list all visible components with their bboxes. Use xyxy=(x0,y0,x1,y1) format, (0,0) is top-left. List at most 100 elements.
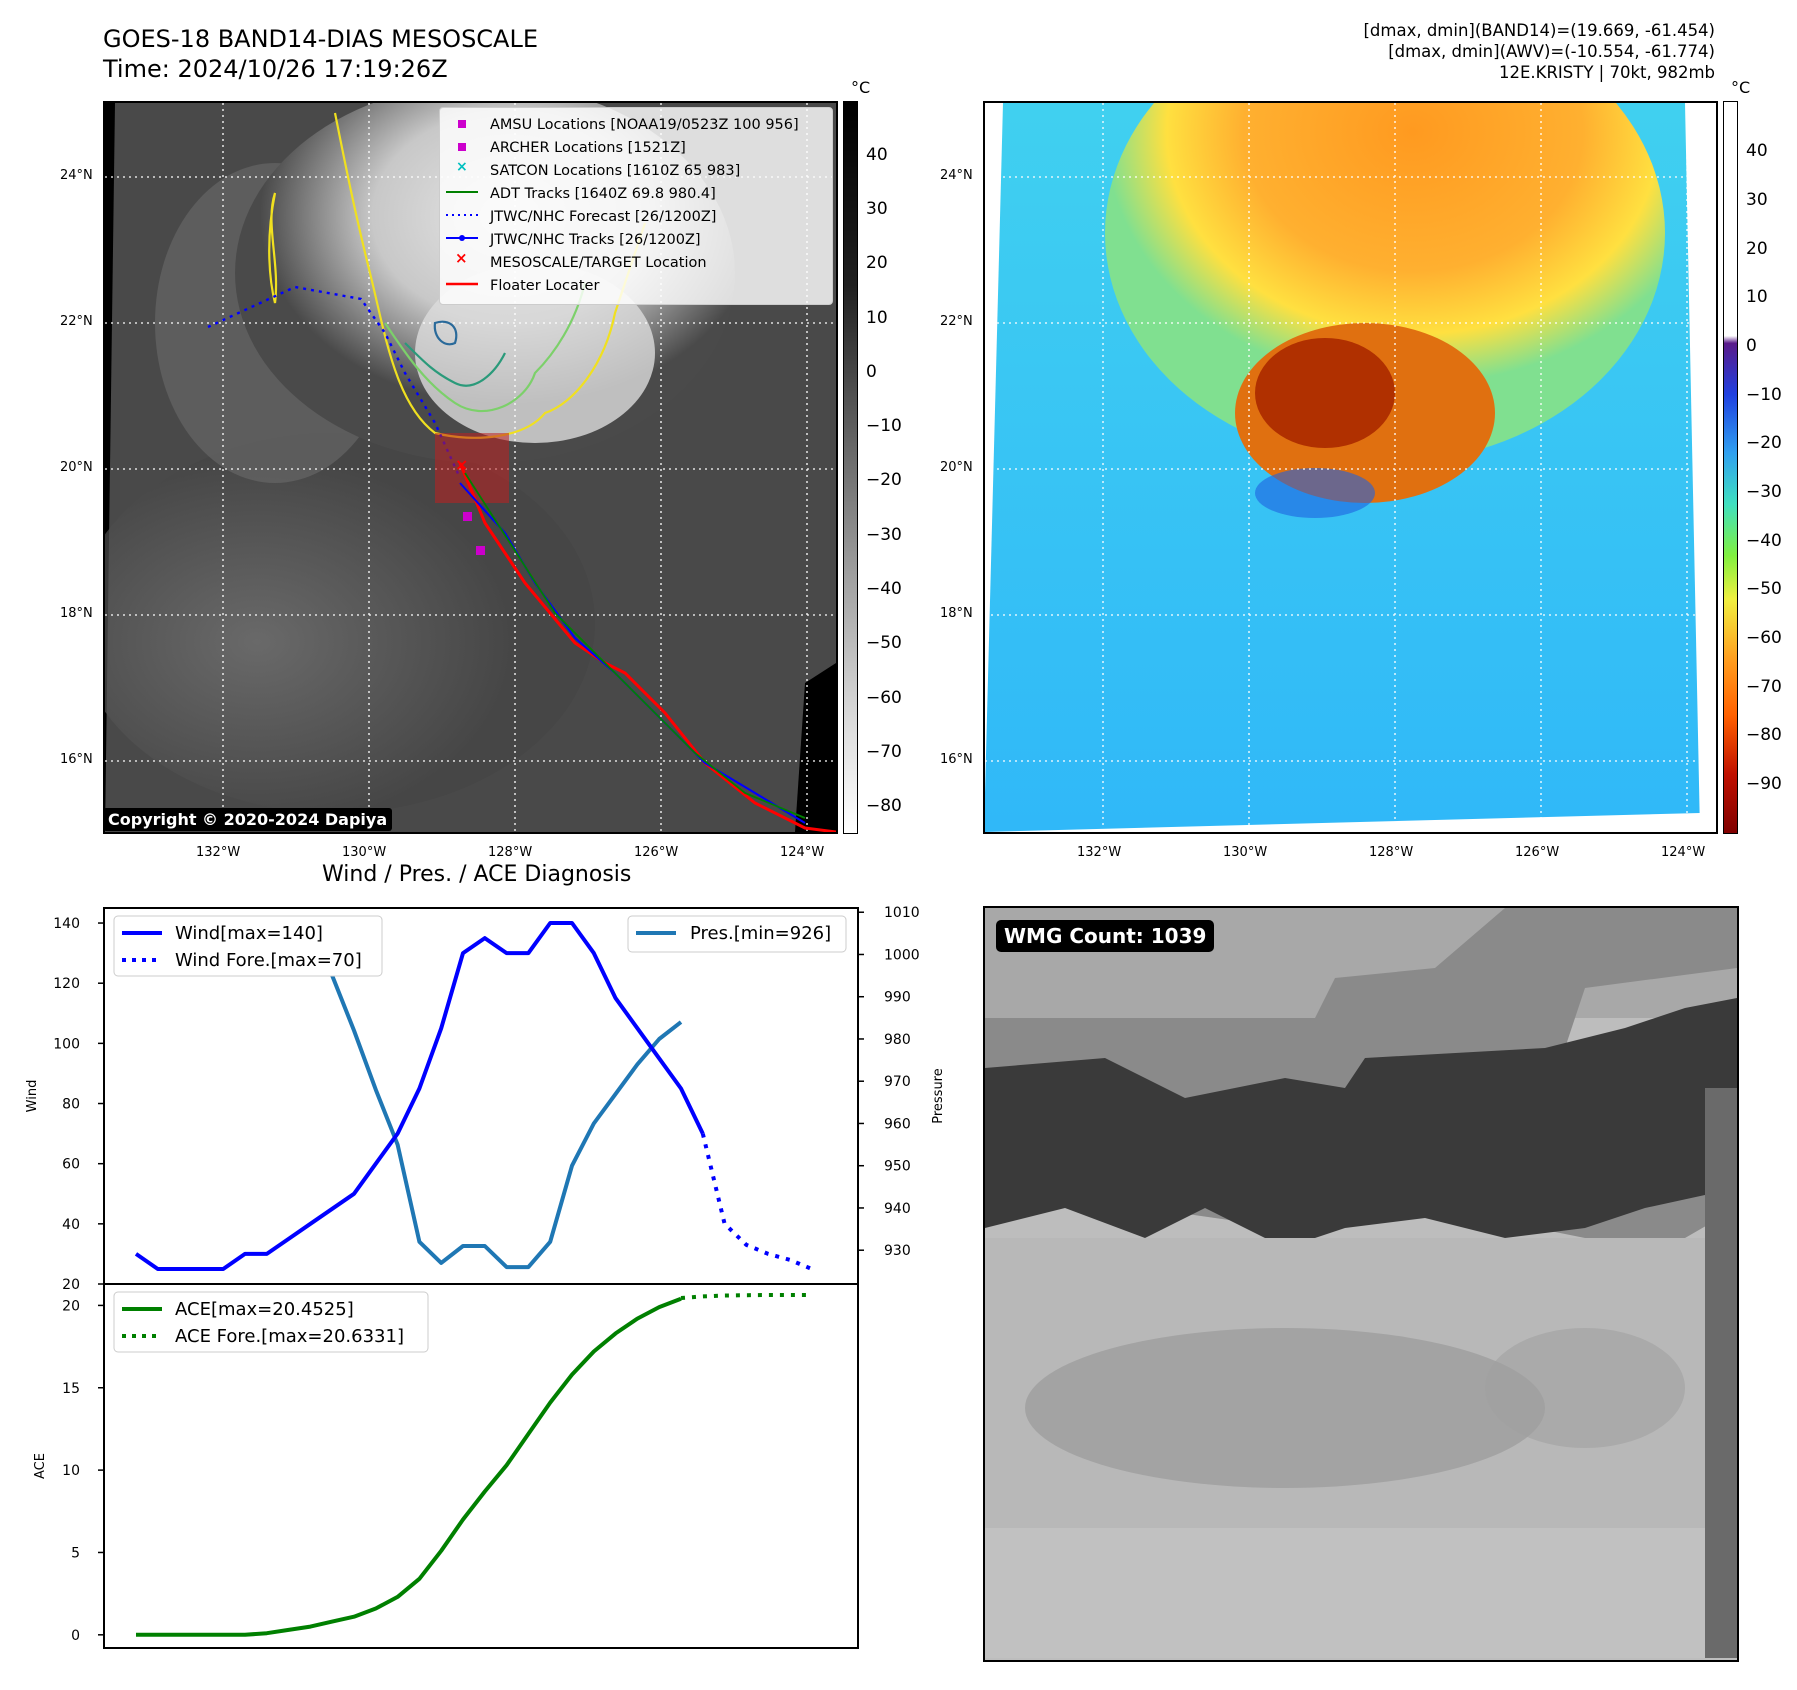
legend-amsu: AMSU Locations [NOAA19/0523Z 100 956] xyxy=(490,117,799,133)
adt-track xyxy=(464,472,806,819)
wind-axis-label: Wind xyxy=(25,1080,40,1113)
wind-tick-label: 20 xyxy=(62,1277,80,1293)
legend-floater: Floater Locater xyxy=(490,278,600,294)
map-legend: × × AMSU Locations [NOAA19/0523Z 100 956… xyxy=(439,107,833,305)
pressure-tick-label: 980 xyxy=(884,1032,911,1048)
cbar-tick: 0 xyxy=(1746,336,1757,356)
lon-tick: 132°W xyxy=(196,845,241,860)
lat-tick: 18°N xyxy=(60,606,93,621)
cbar-tick: −30 xyxy=(1746,482,1782,502)
jtwc-forecast-track xyxy=(207,285,462,479)
cbar-tick: 30 xyxy=(1746,190,1768,210)
lon-tick: 130°W xyxy=(342,845,387,860)
legend-target: MESOSCALE/TARGET Location xyxy=(490,255,707,271)
lon-tick: 128°W xyxy=(488,845,533,860)
cbar-tick: 20 xyxy=(866,253,888,273)
diagnosis-title: Wind / Pres. / ACE Diagnosis xyxy=(322,862,632,887)
colorbar-awv xyxy=(1723,101,1738,834)
pressure-tick-label: 990 xyxy=(884,990,911,1006)
storm-id: 12E.KRISTY | 70kt, 982mb xyxy=(1498,63,1715,82)
cbar-tick: 40 xyxy=(866,145,888,165)
cbar-tick: 0 xyxy=(866,362,877,382)
pressure-axis-label: Pressure xyxy=(931,1068,946,1124)
ace-axis-label: ACE xyxy=(33,1453,48,1479)
cbar-tick: −20 xyxy=(866,470,902,490)
cbar-tick: 10 xyxy=(1746,287,1768,307)
legend-ace-fore: ACE Fore.[max=20.6331] xyxy=(175,1326,404,1347)
ace-legend: ACE[max=20.4525] ACE Fore.[max=20.6331] xyxy=(113,1291,429,1353)
pressure-tick-label: 940 xyxy=(884,1201,911,1217)
lat-tick: 24°N xyxy=(60,168,93,183)
lat-tick: 16°N xyxy=(940,752,973,767)
figure-time: Time: 2024/10/26 17:19:26Z xyxy=(103,55,448,83)
cbar-tick: −20 xyxy=(1746,433,1782,453)
cbar-tick: 20 xyxy=(1746,239,1768,259)
svg-text:×: × xyxy=(456,159,468,175)
cbar-tick: −40 xyxy=(866,579,902,599)
ir-map-panel: × × × AMSU Locations [NOAA19/0523Z 100 9… xyxy=(103,101,838,834)
legend-adt: ADT Tracks [1640Z 69.8 980.4] xyxy=(490,186,716,202)
lon-tick: 126°W xyxy=(1515,845,1560,860)
ace-tick-label: 0 xyxy=(71,1628,80,1644)
ir-overlays: × xyxy=(105,103,836,832)
wmg-panel xyxy=(983,906,1739,1662)
lon-tick: 128°W xyxy=(1369,845,1414,860)
lat-tick: 24°N xyxy=(940,168,973,183)
wind-tick-label: 120 xyxy=(53,976,80,992)
pressure-tick-label: 950 xyxy=(884,1159,911,1175)
pressure-tick-label: 930 xyxy=(884,1243,911,1259)
cbar-tick: −60 xyxy=(866,688,902,708)
wind-series-line xyxy=(134,921,705,1271)
colorbar-ir-unit: °C xyxy=(851,78,871,97)
lon-tick: 132°W xyxy=(1077,845,1122,860)
ace-axis: 20 15 10 5 0 xyxy=(62,1298,104,1644)
stats-awv: [dmax, dmin](AWV)=(-10.554, -61.774) xyxy=(1388,42,1715,61)
wind-axis: 140 120 100 80 60 40 20 xyxy=(53,916,104,1293)
cbar-tick: −10 xyxy=(1746,385,1782,405)
ace-tick-label: 10 xyxy=(62,1463,80,1479)
pressure-legend: Pres.[min=926] xyxy=(627,915,847,953)
pressure-axis: 1010 1000 990 980 970 960 950 940 930 xyxy=(858,905,920,1259)
wind-tick-label: 100 xyxy=(53,1036,80,1052)
svg-text:×: × xyxy=(455,249,468,267)
awv-gridlines xyxy=(985,103,1716,832)
lat-tick: 20°N xyxy=(60,460,93,475)
ace-lines xyxy=(136,1293,812,1637)
legend-satcon: SATCON Locations [1610Z 65 983] xyxy=(490,163,741,179)
legend-ace: ACE[max=20.4525] xyxy=(175,1299,354,1320)
copyright-label: Copyright © 2020-2024 Dapiya xyxy=(103,808,393,831)
cbar-tick: −70 xyxy=(866,742,902,762)
lat-tick: 18°N xyxy=(940,606,973,621)
wind-legend: Wind[max=140] Wind Fore.[max=70] xyxy=(113,915,383,977)
lon-tick: 124°W xyxy=(780,845,825,860)
lon-tick: 126°W xyxy=(634,845,679,860)
cbar-tick: −80 xyxy=(866,796,902,816)
cbar-tick: −80 xyxy=(1746,725,1782,745)
legend-wind-fore: Wind Fore.[max=70] xyxy=(175,950,362,971)
cbar-tick: 30 xyxy=(866,199,888,219)
wmg-count-badge: WMG Count: 1039 xyxy=(996,920,1215,952)
wind-tick-label: 80 xyxy=(62,1097,80,1113)
legend-wind: Wind[max=140] xyxy=(175,923,323,944)
wind-tick-label: 40 xyxy=(62,1217,80,1233)
wind-tick-label: 140 xyxy=(53,916,80,932)
legend-forecast: JTWC/NHC Forecast [26/1200Z] xyxy=(490,209,717,225)
wind-tick-label: 60 xyxy=(62,1157,80,1173)
pressure-tick-label: 960 xyxy=(884,1116,911,1132)
colorbar-awv-unit: °C xyxy=(1731,78,1751,97)
cbar-tick: 40 xyxy=(1746,141,1768,161)
cbar-tick: −40 xyxy=(1746,531,1782,551)
pressure-tick-label: 1010 xyxy=(884,905,920,921)
cbar-tick: −30 xyxy=(866,525,902,545)
figure-title: GOES-18 BAND14-DIAS MESOSCALE xyxy=(103,25,539,53)
awv-map-panel xyxy=(983,101,1718,834)
lon-tick: 130°W xyxy=(1223,845,1268,860)
ace-series-line xyxy=(136,1296,682,1637)
ace-tick-label: 15 xyxy=(62,1381,80,1397)
pressure-tick-label: 1000 xyxy=(884,947,920,963)
stats-band14: [dmax, dmin](BAND14)=(19.669, -61.454) xyxy=(1363,21,1715,40)
cbar-tick: −50 xyxy=(1746,579,1782,599)
lat-tick: 22°N xyxy=(940,314,973,329)
cbar-tick: −90 xyxy=(1746,774,1782,794)
